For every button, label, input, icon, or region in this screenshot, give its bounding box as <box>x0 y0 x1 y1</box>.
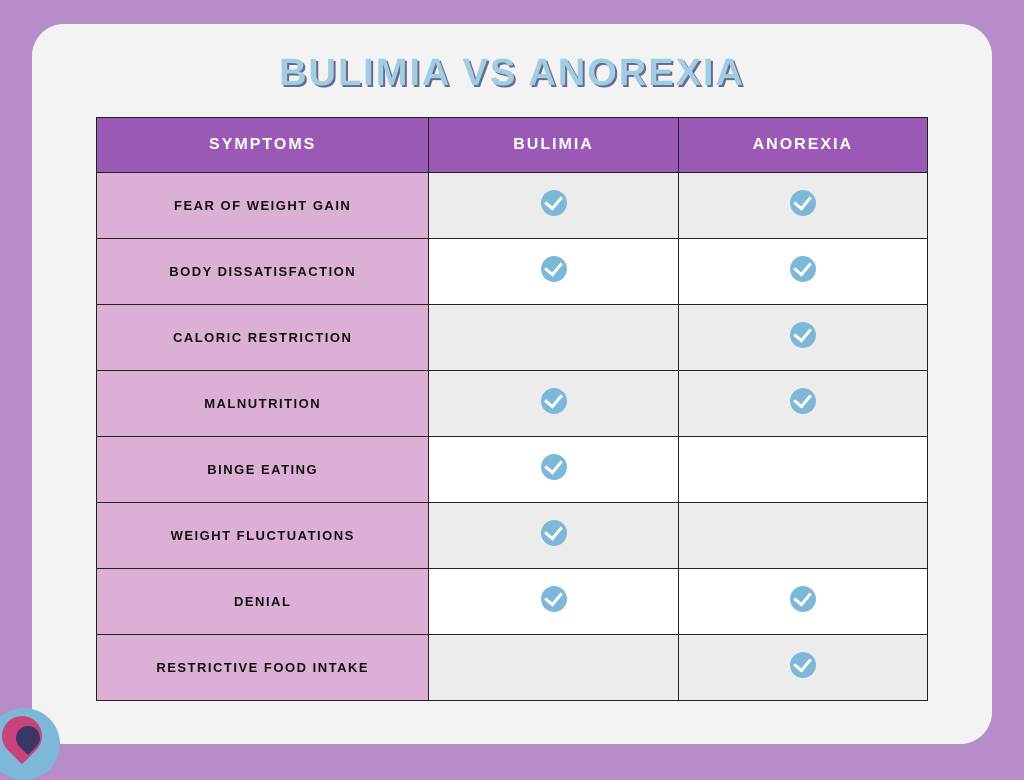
bulimia-cell <box>429 635 678 701</box>
check-icon <box>541 520 567 546</box>
table-body: FEAR OF WEIGHT GAINBODY DISSATISFACTIONC… <box>97 173 928 701</box>
header-bulimia: BULIMIA <box>429 118 678 173</box>
table-row: FEAR OF WEIGHT GAIN <box>97 173 928 239</box>
symptom-label: MALNUTRITION <box>97 371 429 437</box>
bulimia-cell <box>429 569 678 635</box>
check-icon <box>541 586 567 612</box>
symptom-label: FEAR OF WEIGHT GAIN <box>97 173 429 239</box>
table-row: DENIAL <box>97 569 928 635</box>
table-row: CALORIC RESTRICTION <box>97 305 928 371</box>
table-row: BINGE EATING <box>97 437 928 503</box>
anorexia-cell <box>678 569 927 635</box>
bulimia-cell <box>429 305 678 371</box>
symptom-label: BINGE EATING <box>97 437 429 503</box>
table-row: WEIGHT FLUCTUATIONS <box>97 503 928 569</box>
table-row: BODY DISSATISFACTION <box>97 239 928 305</box>
symptom-label: RESTRICTIVE FOOD INTAKE <box>97 635 429 701</box>
anorexia-cell <box>678 503 927 569</box>
table-header-row: SYMPTOMS BULIMIA ANOREXIA <box>97 118 928 173</box>
check-icon <box>790 652 816 678</box>
bulimia-cell <box>429 371 678 437</box>
check-icon <box>541 454 567 480</box>
anorexia-cell <box>678 173 927 239</box>
table-row: MALNUTRITION <box>97 371 928 437</box>
check-icon <box>790 190 816 216</box>
check-icon <box>541 388 567 414</box>
anorexia-cell <box>678 635 927 701</box>
bulimia-cell <box>429 503 678 569</box>
symptom-label: BODY DISSATISFACTION <box>97 239 429 305</box>
header-anorexia: ANOREXIA <box>678 118 927 173</box>
anorexia-cell <box>678 239 927 305</box>
anorexia-cell <box>678 305 927 371</box>
check-icon <box>790 322 816 348</box>
comparison-table: SYMPTOMS BULIMIA ANOREXIA FEAR OF WEIGHT… <box>96 117 928 701</box>
check-icon <box>790 586 816 612</box>
bulimia-cell <box>429 239 678 305</box>
page-title: BULIMIA VS ANOREXIA <box>96 52 928 95</box>
check-icon <box>541 256 567 282</box>
anorexia-cell <box>678 371 927 437</box>
table-row: RESTRICTIVE FOOD INTAKE <box>97 635 928 701</box>
header-symptoms: SYMPTOMS <box>97 118 429 173</box>
bulimia-cell <box>429 173 678 239</box>
check-icon <box>790 256 816 282</box>
bulimia-cell <box>429 437 678 503</box>
content-card: BULIMIA VS ANOREXIA SYMPTOMS BULIMIA ANO… <box>32 24 992 744</box>
check-icon <box>790 388 816 414</box>
anorexia-cell <box>678 437 927 503</box>
check-icon <box>541 190 567 216</box>
symptom-label: DENIAL <box>97 569 429 635</box>
symptom-label: CALORIC RESTRICTION <box>97 305 429 371</box>
symptom-label: WEIGHT FLUCTUATIONS <box>97 503 429 569</box>
